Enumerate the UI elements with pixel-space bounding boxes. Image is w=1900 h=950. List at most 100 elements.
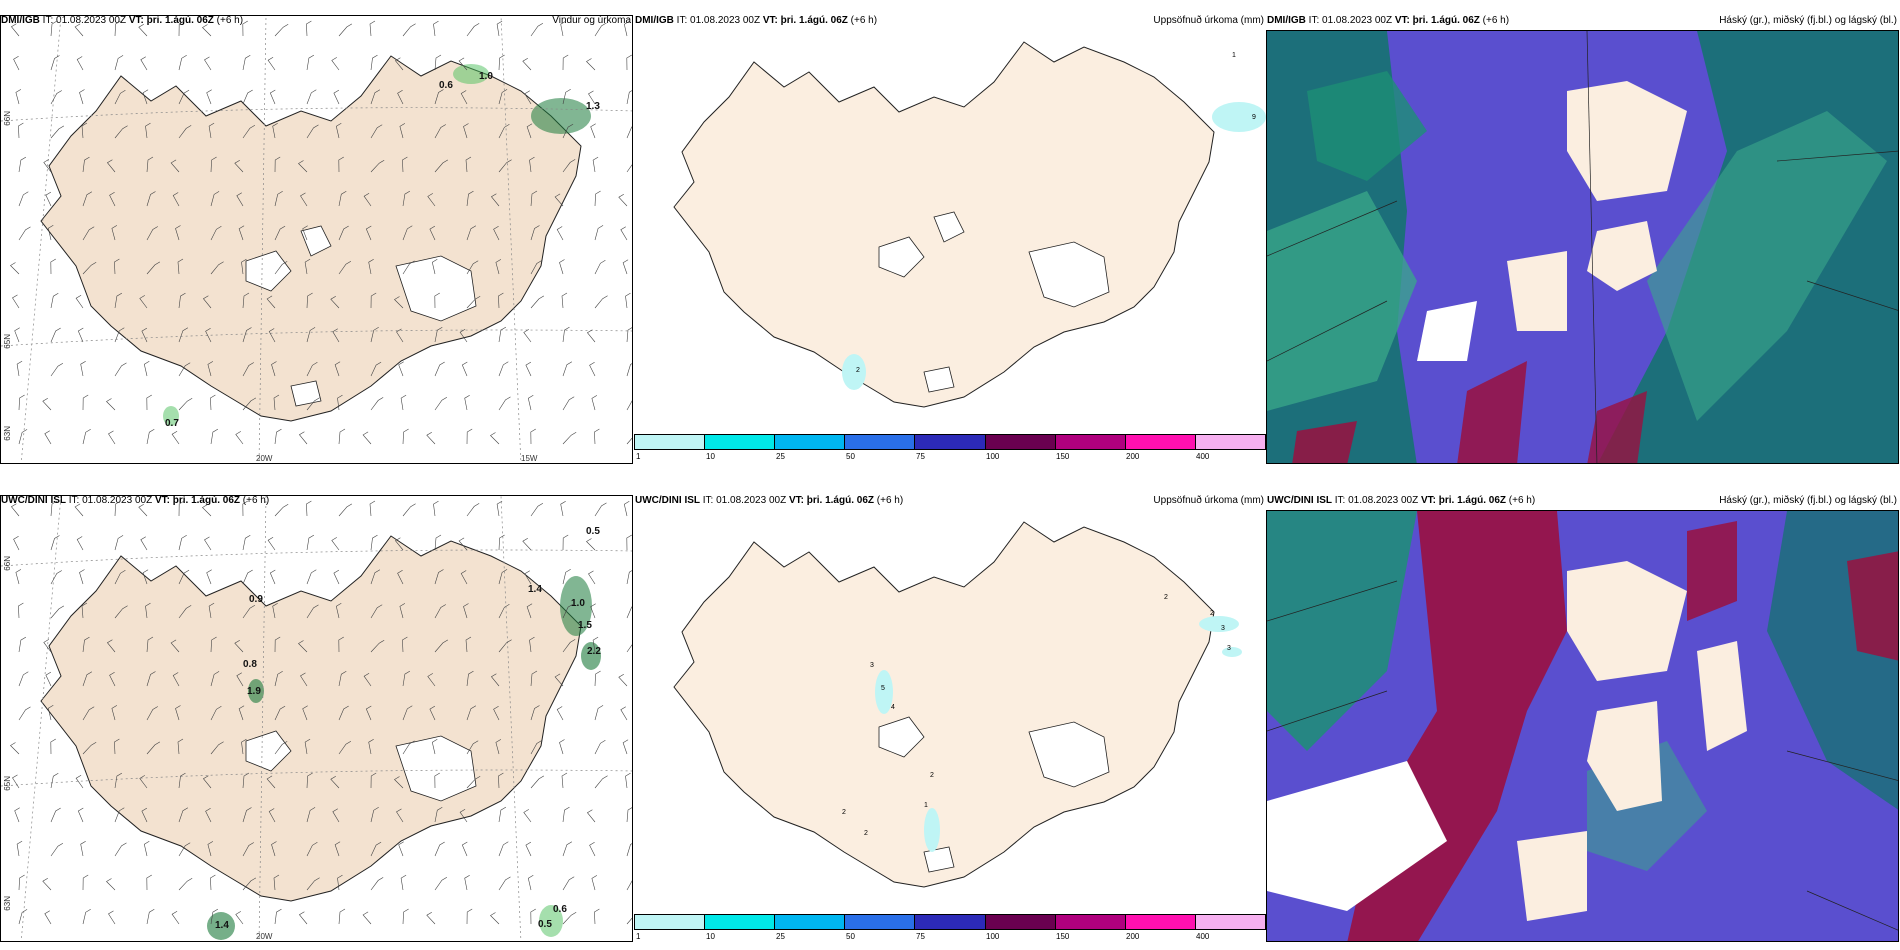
colorbar-tick: 10	[706, 452, 715, 461]
land-gap	[1587, 221, 1657, 291]
wind-value: 1.4	[528, 584, 542, 595]
wind-barb	[530, 705, 540, 721]
wind-barb	[529, 156, 535, 173]
wind-barb	[114, 772, 123, 789]
wind-barb	[496, 500, 503, 517]
colorbar-tick: 400	[1196, 932, 1210, 941]
wind-barb	[140, 56, 148, 71]
colorbar-swatch	[985, 915, 1056, 929]
wind-barb	[175, 705, 181, 721]
wind-barb	[626, 437, 632, 445]
wind-barb	[306, 124, 319, 139]
wind-barb	[562, 603, 574, 619]
wind-value: 1.5	[578, 620, 592, 631]
wind-barb	[272, 122, 278, 139]
wind-barb	[594, 428, 600, 445]
wind-barb	[178, 877, 193, 891]
wind-barb	[235, 911, 244, 925]
wind-barb	[370, 54, 378, 71]
wind-barb	[622, 739, 629, 755]
wind-barb	[106, 878, 116, 891]
wind-barb	[337, 874, 343, 891]
wind-barb	[427, 193, 436, 207]
land-gap	[1417, 301, 1477, 361]
wind-barb	[178, 605, 192, 619]
wind-barb	[623, 21, 630, 37]
wind-barb	[554, 193, 564, 207]
wind-barb	[205, 808, 212, 823]
wind-barb	[434, 89, 444, 105]
wind-barb	[274, 225, 286, 241]
wind-barb	[204, 536, 212, 551]
wind-barb	[625, 292, 631, 309]
wind-barb	[490, 432, 500, 445]
wind-barb	[459, 808, 468, 823]
lat-label: 66N	[3, 111, 12, 126]
wind-barb	[338, 225, 349, 241]
wind-barb	[50, 535, 60, 551]
wind-barb	[460, 570, 468, 585]
wind-barb	[461, 361, 468, 377]
wind-barb	[306, 772, 313, 789]
wind-barb	[210, 156, 217, 173]
wind-barb	[620, 706, 628, 721]
wind-barb	[210, 741, 224, 755]
wind-barb	[10, 503, 20, 517]
wind-barb	[498, 876, 511, 891]
wind-barb	[594, 22, 607, 37]
wind-barb	[274, 428, 282, 445]
wind-barb	[338, 190, 347, 207]
wind-barb	[562, 431, 577, 445]
wind-barb	[75, 294, 84, 309]
wind-barb	[178, 55, 187, 71]
wind-barb	[16, 360, 23, 377]
cloud-field	[1647, 111, 1887, 421]
wind-barb	[210, 191, 220, 207]
wind-barb	[466, 705, 477, 721]
wind-barb	[242, 604, 256, 619]
wind-barb	[338, 636, 344, 653]
panel-title: UWC/DINI ISL IT: 01.08.2023 00Z VT: þri.…	[1, 495, 270, 506]
wind-barb	[210, 706, 222, 721]
glacier	[290, 380, 322, 407]
wind-barb	[50, 842, 64, 857]
wind-barb	[50, 500, 58, 517]
colorbar-tick: 50	[846, 452, 855, 461]
wind-barb	[498, 396, 511, 411]
wind-barb	[590, 603, 596, 619]
wind-barb	[498, 124, 510, 139]
wind-barb	[589, 842, 596, 857]
wind-barb	[50, 258, 56, 275]
wind-barb	[82, 741, 97, 755]
wind-barb	[498, 639, 512, 653]
wind-barb	[242, 54, 251, 71]
wind-barb	[146, 191, 156, 207]
wind-barb	[145, 602, 151, 619]
wind-barb	[114, 327, 125, 343]
colorbar-tick: 10	[706, 932, 715, 941]
wind-barb	[18, 394, 25, 411]
wind-barb	[466, 503, 480, 517]
wind-barb	[141, 327, 148, 343]
colorbar-tick: 25	[776, 452, 785, 461]
wind-barb	[202, 775, 212, 789]
wind-barb	[530, 775, 545, 789]
wind-barb	[464, 394, 470, 411]
wind-barb	[274, 191, 283, 207]
wind-barb	[82, 874, 89, 891]
wind-barb	[146, 908, 155, 925]
colorbar-swatch	[1195, 915, 1265, 929]
colorbar	[634, 914, 1266, 930]
land-gap	[1567, 561, 1687, 681]
wind-barb	[146, 394, 152, 411]
colorbar-swatch	[705, 435, 776, 449]
glacier	[1028, 241, 1110, 308]
wind-barb	[523, 329, 532, 343]
wind-barb	[466, 670, 474, 687]
wind-barb	[594, 908, 600, 925]
wind-barb	[559, 259, 565, 275]
colorbar-tick: 75	[916, 452, 925, 461]
wind-barb	[530, 22, 544, 37]
wind-barb	[236, 672, 244, 687]
wind-barb	[274, 261, 288, 275]
